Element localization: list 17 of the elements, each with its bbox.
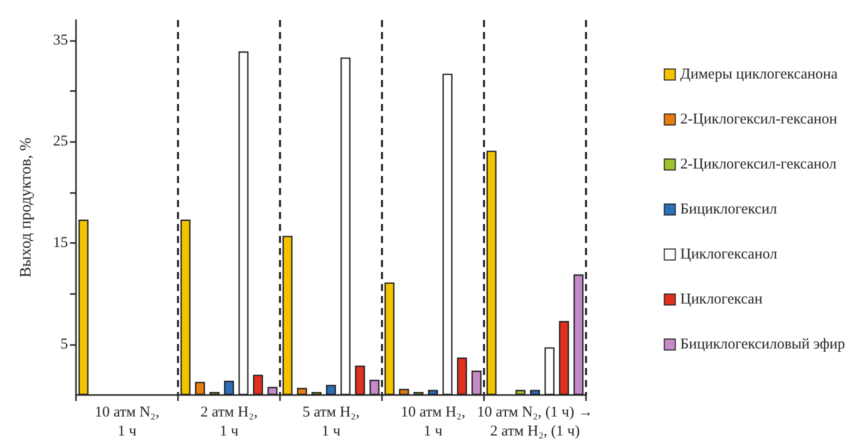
legend-label: 2-Циклогексил-гексанон xyxy=(680,112,838,128)
y-axis-title: Выход продуктов, % xyxy=(18,138,34,278)
y-tick-label: 5 xyxy=(60,336,68,352)
y-tick-label: 15 xyxy=(53,234,68,251)
x-tick-label: 10 атм H₂, 1 ч xyxy=(400,404,466,440)
legend-label: Циклогексан xyxy=(680,292,762,308)
legend-label: Бициклогексиловый эфир xyxy=(680,336,846,352)
legend-label: Циклогексанол xyxy=(680,246,778,262)
legend-label: 2-Циклогексил-гексанол xyxy=(680,156,837,172)
x-tick-label: 5 атм H₂, 1 ч xyxy=(302,404,360,440)
y-tick-label: 35 xyxy=(53,32,68,48)
x-tick-label: 10 атм N₂, 1 ч xyxy=(94,404,160,440)
y-tick-label: 25 xyxy=(53,134,68,150)
x-tick-label: 2 атм H₂, 1 ч xyxy=(200,404,258,440)
x-tick-label: 10 атм N₂, (1 ч) → 2 атм H₂, (1 ч) xyxy=(477,404,593,440)
legend-label: Бициклогексил xyxy=(680,202,778,218)
legend-label: Димеры циклогексанона xyxy=(680,66,838,82)
